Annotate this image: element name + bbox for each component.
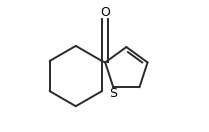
Text: O: O (100, 6, 110, 19)
Text: S: S (109, 87, 117, 100)
